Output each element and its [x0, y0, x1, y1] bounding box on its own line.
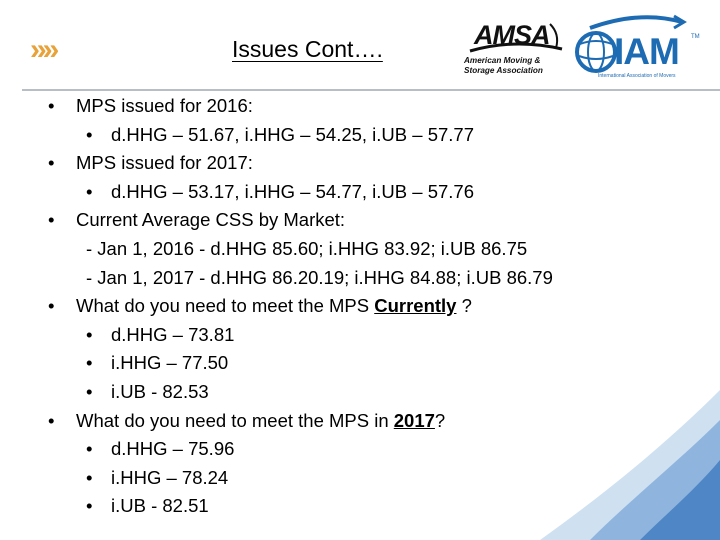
bullet-dot-icon: •	[86, 352, 93, 374]
bullet-text: What do you need to meet the MPS in 2017…	[76, 409, 446, 431]
bullet-text: i.HHG – 78.24	[111, 466, 229, 488]
bullet-text: What do you need to meet the MPS Current…	[76, 295, 472, 317]
bullet-text: i.UB - 82.53	[111, 381, 209, 402]
sub-text-item: - Jan 1, 2017 - d.HHG 86.20.19; i.HHG 84…	[86, 266, 553, 290]
sub-text-item: - Jan 1, 2016 - d.HHG 85.60; i.HHG 83.92…	[86, 237, 527, 261]
iam-logo-subtitle: International Association of Movers	[598, 73, 676, 79]
bullet-text: - Jan 1, 2017 - d.HHG 86.20.19; i.HHG 84…	[86, 266, 553, 288]
iam-trademark: TM	[691, 34, 700, 40]
header-divider	[22, 89, 720, 91]
globe-icon	[575, 14, 687, 73]
bullet-dot-icon: •	[86, 180, 93, 202]
iam-logo-text: IAM	[614, 31, 680, 72]
bullet-dot-icon: •	[86, 123, 93, 145]
chevron-double-right-icon: »»	[30, 33, 59, 66]
emphasized-text: Currently	[374, 295, 457, 317]
bullet-text: d.HHG – 75.96	[111, 438, 235, 460]
emphasized-text: 2017	[393, 409, 435, 431]
bullet-dot-icon: •	[48, 152, 55, 174]
bullet-dot-icon: •	[86, 495, 93, 517]
decorative-wave	[540, 390, 720, 540]
bullet-dot-icon: •	[48, 295, 55, 317]
bullet-dot-icon: •	[86, 438, 93, 460]
bullet-text: i.HHG – 77.50	[111, 352, 229, 374]
amsa-logo: AMSA American Moving & Storage Associati…	[460, 18, 565, 82]
bullet-text: d.HHG – 51.67, i.HHG – 54.25, i.UB – 57.…	[111, 123, 474, 145]
amsa-logo-text: AMSA	[474, 20, 550, 50]
bullet-dot-icon: •	[48, 409, 55, 431]
bullet-dot-icon: •	[86, 466, 93, 488]
bullet-dot-icon: •	[48, 95, 55, 116]
bullet-text: - Jan 1, 2016 - d.HHG 85.60; i.HHG 83.92…	[86, 238, 528, 259]
bullet-dot-icon: •	[86, 323, 93, 345]
bullet-text: Current Average CSS by Market:	[76, 209, 346, 231]
bullet-dot-icon: •	[86, 381, 93, 402]
bullet-text: d.HHG – 73.81	[111, 323, 235, 345]
bullet-text: MPS issued for 2016:	[76, 95, 253, 116]
bullet-text: d.HHG – 53.17, i.HHG – 54.77, i.UB – 57.…	[111, 180, 474, 202]
bullet-text: MPS issued for 2017:	[76, 152, 253, 174]
iam-logo: IAM TM International Association of Move…	[570, 14, 710, 84]
amsa-swoosh-icon	[469, 23, 563, 53]
bullet-text: i.UB - 82.51	[111, 495, 209, 517]
slide-title: Issues Cont….	[232, 36, 383, 62]
amsa-logo-subtitle: American Moving & Storage Association	[464, 56, 543, 75]
bullet-dot-icon: •	[48, 209, 55, 231]
